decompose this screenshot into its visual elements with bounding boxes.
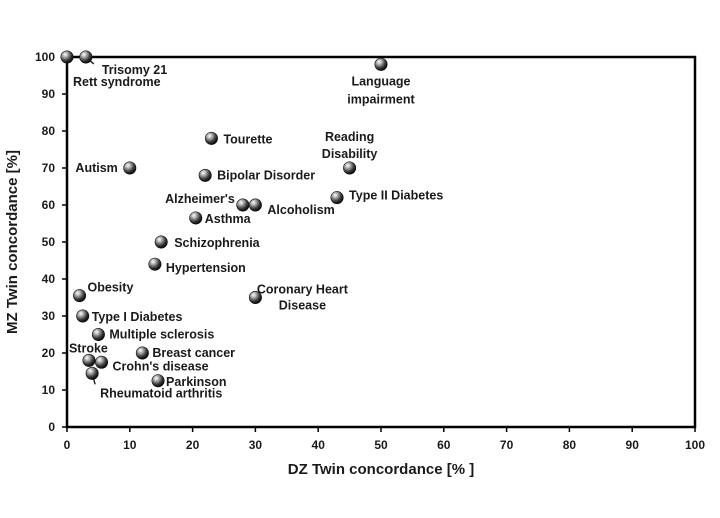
y-tick-label: 80 [42,124,56,138]
point-label-autism: Autism [75,161,117,175]
data-point-coronary-heart-disease [248,290,262,304]
point-label-reading-disability: Reading Disability [322,130,378,161]
x-tick-label: 100 [685,438,705,452]
point-label-multiple-sclerosis: Multiple sclerosis [109,328,214,342]
point-label-schizophrenia: Schizophrenia [174,236,260,250]
data-point-type-ii-diabetes [330,191,344,205]
x-tick-label: 70 [500,438,514,452]
x-tick-label: 60 [437,438,451,452]
data-point-language-impairment [374,57,388,71]
point-label-language-impairment: Language impairment [347,74,415,106]
x-tick-label: 20 [186,438,200,452]
point-label-rett-syndrome: Rett syndrome [73,75,161,89]
x-tick-label: 90 [626,438,640,452]
point-label-rheumatoid-arthritis: Rheumatoid arthritis [100,386,222,400]
data-point-trisomy-21 [79,50,93,64]
point-label-tourette: Tourette [223,132,272,146]
y-tick-label: 90 [42,87,56,101]
data-point-schizophrenia [154,235,168,249]
x-tick-label: 10 [123,438,137,452]
data-point-crohn-s-disease [95,355,109,369]
data-point-breast-cancer [135,346,149,360]
data-point-bipolar-disorder [198,168,212,182]
x-tick-label: 30 [249,438,263,452]
point-label-breast-cancer: Breast cancer [152,346,235,360]
point-label-alcoholism: Alcoholism [267,203,334,217]
data-point-alcoholism [248,198,262,212]
y-tick-label: 100 [35,50,55,64]
y-axis-title: MZ Twin concordance [%] [4,150,21,334]
x-axis-title: DZ Twin concordance [% ] [288,461,474,478]
point-label-alzheimer-s: Alzheimer's [165,192,235,206]
x-tick-label: 80 [563,438,577,452]
y-tick-label: 30 [42,309,56,323]
point-label-asthma: Asthma [205,212,252,226]
data-point-reading-disability [343,161,357,175]
x-tick-label: 50 [374,438,388,452]
data-point-tourette [204,131,218,145]
point-label-hypertension: Hypertension [166,261,246,275]
point-label-bipolar-disorder: Bipolar Disorder [217,168,315,182]
y-tick-label: 60 [42,198,56,212]
x-tick-label: 40 [312,438,326,452]
data-point-autism [123,161,137,175]
data-point-obesity [73,289,87,303]
point-label-type-i-diabetes: Type I Diabetes [92,310,183,324]
data-point-hypertension [148,257,162,271]
data-point-type-i-diabetes [76,309,90,323]
point-label-stroke: Stroke [69,341,108,355]
y-tick-label: 0 [48,420,55,434]
point-label-crohn-s-disease: Crohn's disease [113,359,209,373]
y-tick-label: 50 [42,235,56,249]
point-label-type-ii-diabetes: Type II Diabetes [349,189,443,203]
point-label-obesity: Obesity [88,281,134,295]
y-tick-label: 10 [42,383,56,397]
x-tick-label: 0 [64,438,71,452]
data-point-rett-syndrome [60,50,74,64]
data-point-alzheimer-s [236,198,250,212]
data-point-stroke [82,353,96,367]
data-point-rheumatoid-arthritis [85,366,99,380]
point-label-parkinson: Parkinson [166,375,226,389]
y-tick-label: 20 [42,346,56,360]
point-label-coronary-heart-disease: Coronary Heart Disease [257,283,349,313]
y-tick-label: 40 [42,272,56,286]
data-point-multiple-sclerosis [91,327,105,341]
y-tick-label: 70 [42,161,56,175]
point-label-trisomy-21: Trisomy 21 [102,63,167,77]
data-point-parkinson [151,374,165,388]
data-point-asthma [189,211,203,225]
